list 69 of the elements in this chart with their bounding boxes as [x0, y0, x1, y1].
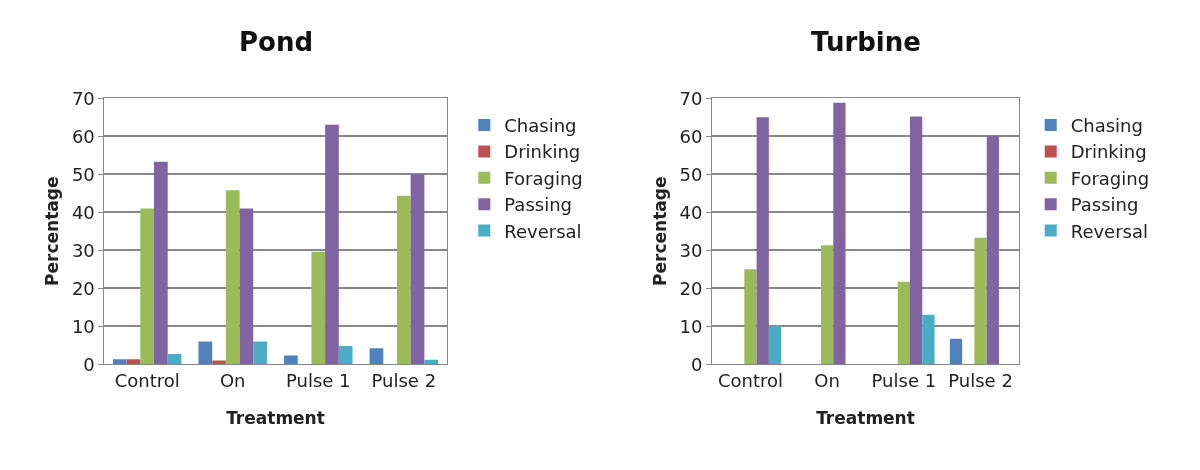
bar [922, 314, 935, 365]
bar [112, 359, 127, 365]
x-tick-label: On [219, 369, 246, 391]
x-tick-label: Pulse 1 [871, 369, 937, 391]
chart-title: Turbine [811, 27, 921, 57]
bar [198, 341, 213, 365]
y-tick-label: 20 [71, 277, 95, 299]
legend-label: Passing [504, 194, 572, 216]
bar [410, 174, 425, 365]
bar [239, 208, 254, 365]
y-tick-label: 40 [679, 201, 703, 223]
legend-label: Foraging [504, 167, 583, 189]
y-axis-title: Percentage [650, 176, 671, 286]
y-tick-label: 10 [679, 315, 703, 337]
bar [311, 251, 326, 365]
y-tick-label: 40 [71, 201, 95, 223]
bar [338, 345, 353, 365]
bar [833, 102, 846, 365]
y-tick-label: 60 [679, 125, 703, 147]
bar [167, 353, 182, 365]
bar [212, 360, 226, 365]
y-tick-label: 70 [679, 87, 703, 109]
bar [253, 341, 267, 365]
y-tick-label: 0 [691, 353, 703, 375]
x-tick-label: Pulse 2 [948, 369, 1013, 391]
x-tick-label: Pulse 2 [371, 369, 437, 391]
bar [154, 161, 168, 365]
legend-label: Passing [1070, 194, 1139, 216]
y-tick-label: 50 [71, 163, 95, 185]
y-tick-label: 0 [83, 353, 95, 375]
bar [974, 237, 987, 365]
bar [126, 359, 141, 365]
bar [949, 338, 963, 365]
legend-label: Chasing [504, 115, 577, 137]
y-tick-label: 70 [71, 87, 95, 109]
bar [756, 117, 769, 365]
x-tick-label: Pulse 1 [285, 369, 351, 391]
bar [325, 124, 339, 365]
y-tick-label: 20 [679, 277, 703, 299]
bar [225, 190, 240, 365]
y-axis-title: Percentage [42, 176, 63, 286]
legend-label: Drinking [1070, 141, 1147, 163]
chart-title: Pond [239, 27, 314, 57]
bar [909, 116, 923, 365]
y-tick-label: 10 [71, 315, 95, 337]
legend-label: Foraging [1070, 167, 1150, 189]
bar [821, 245, 834, 365]
y-tick-label: 30 [679, 239, 703, 261]
bar [986, 136, 999, 365]
x-tick-label: On [814, 369, 840, 391]
x-tick-label: Control [114, 369, 180, 391]
bar [284, 355, 298, 365]
x-tick-label: Control [717, 369, 783, 391]
x-axis-title: Treatment [226, 408, 325, 429]
y-tick-label: 50 [679, 163, 703, 185]
bar [369, 348, 384, 365]
y-tick-label: 30 [71, 239, 95, 261]
x-axis-title: Treatment [816, 408, 915, 429]
legend-label: Reversal [504, 220, 582, 242]
y-tick-label: 60 [71, 125, 95, 147]
legend-label: Reversal [1070, 220, 1149, 242]
bar [424, 359, 439, 365]
legend-label: Chasing [1070, 115, 1143, 137]
legend-label: Drinking [504, 141, 581, 163]
bar [897, 281, 910, 365]
bar [396, 195, 411, 365]
bar [140, 208, 155, 365]
bar [768, 326, 782, 365]
bar [744, 269, 757, 365]
